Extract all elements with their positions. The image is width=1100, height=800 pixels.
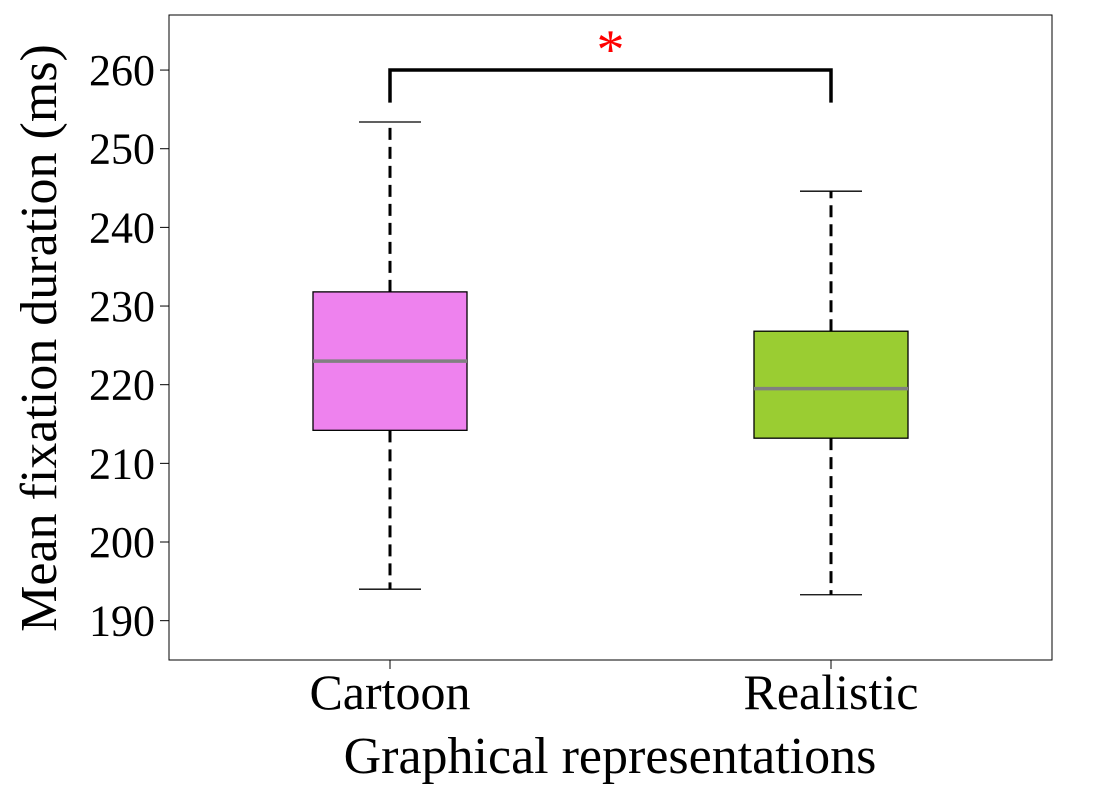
y-axis: 190 200 210 220 230 240 250 260 xyxy=(89,46,169,646)
x-axis-title: Graphical representations xyxy=(344,728,877,785)
iqr-box xyxy=(753,330,909,439)
plot-area-frame xyxy=(168,14,1053,661)
boxes xyxy=(312,121,909,596)
y-tick-label: 220 xyxy=(89,361,155,410)
y-tick-label: 230 xyxy=(89,282,155,331)
significance-star: * xyxy=(597,19,625,81)
y-axis-title: Mean fixation duration (ms) xyxy=(11,44,68,632)
y-tick-label: 190 xyxy=(89,597,155,646)
x-tick-label: Cartoon xyxy=(309,664,470,720)
y-tick-label: 250 xyxy=(89,125,155,174)
box-cartoon xyxy=(312,121,468,590)
y-tick-label: 260 xyxy=(89,46,155,95)
x-axis: Cartoon Realistic xyxy=(309,660,918,720)
significance-bracket: * xyxy=(388,19,833,103)
box-realistic xyxy=(753,190,909,596)
bracket-line xyxy=(388,68,833,103)
y-tick-label: 210 xyxy=(89,439,155,488)
y-tick-label: 240 xyxy=(89,203,155,252)
y-tick-label: 200 xyxy=(89,518,155,567)
x-tick-label: Realistic xyxy=(744,664,919,720)
